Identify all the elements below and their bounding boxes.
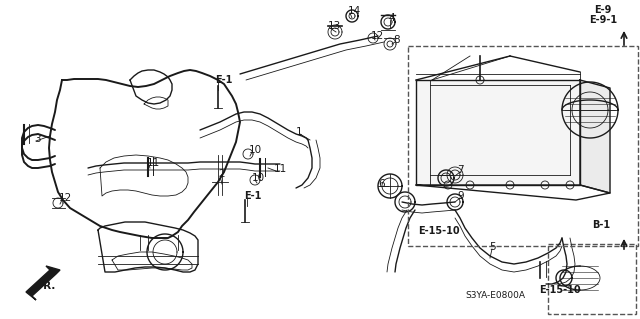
Text: 12: 12 <box>59 193 72 203</box>
Text: E-1: E-1 <box>244 191 261 201</box>
Polygon shape <box>26 266 60 300</box>
Text: 7: 7 <box>457 165 463 175</box>
Text: 11: 11 <box>274 164 287 174</box>
Text: 6: 6 <box>378 179 385 189</box>
Text: E-15-10: E-15-10 <box>539 285 580 295</box>
Text: S3YA-E0800A: S3YA-E0800A <box>465 292 525 300</box>
Text: FR.: FR. <box>36 281 56 291</box>
Text: 12: 12 <box>371 31 384 41</box>
Polygon shape <box>580 80 610 193</box>
Text: 10: 10 <box>249 145 262 155</box>
Text: B-1: B-1 <box>592 220 610 230</box>
FancyBboxPatch shape <box>548 244 636 314</box>
Text: 3: 3 <box>34 134 40 144</box>
Text: 5: 5 <box>489 242 495 252</box>
Text: 13: 13 <box>328 21 341 31</box>
Text: E-9: E-9 <box>594 5 611 15</box>
Text: E-15-10: E-15-10 <box>418 226 460 236</box>
Text: 9: 9 <box>457 191 463 201</box>
Text: 1: 1 <box>296 127 303 137</box>
Text: 4: 4 <box>388 13 395 23</box>
Text: 11: 11 <box>147 158 160 168</box>
Polygon shape <box>416 80 580 185</box>
Text: 2: 2 <box>218 169 225 179</box>
Text: E-9-1: E-9-1 <box>589 15 617 25</box>
Text: 10: 10 <box>252 173 265 183</box>
Text: 8: 8 <box>393 35 399 45</box>
Text: 14: 14 <box>348 6 361 16</box>
Text: E-1: E-1 <box>215 75 232 85</box>
